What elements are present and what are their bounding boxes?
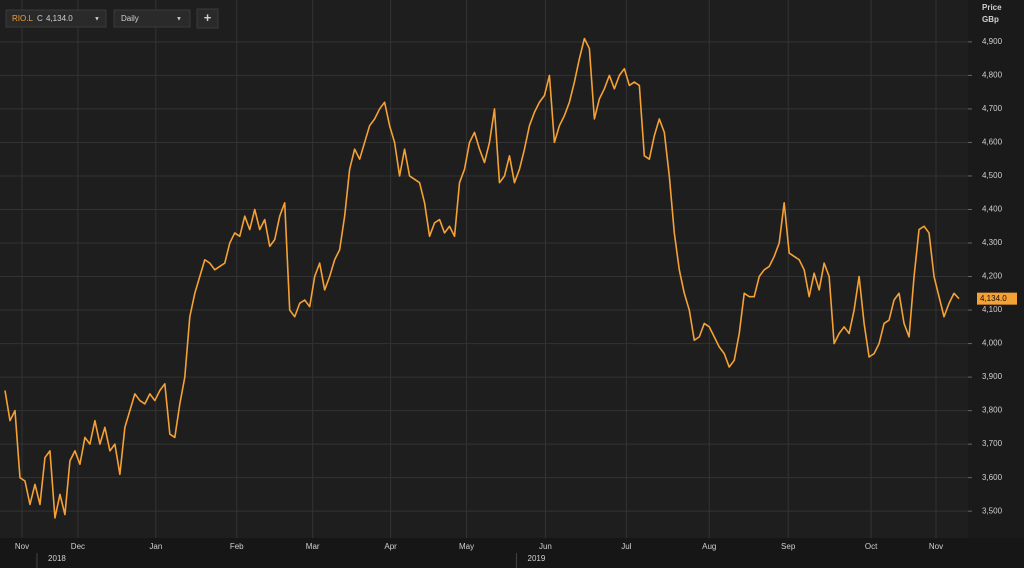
- x-tick-label: Jun: [539, 542, 552, 551]
- x-tick-label: Jan: [149, 542, 162, 551]
- interval: Daily: [121, 14, 139, 23]
- x-tick-label: May: [459, 542, 474, 551]
- y-tick-label: 3,700: [982, 439, 1003, 448]
- y-tick-label: 3,900: [982, 372, 1003, 381]
- y-axis-unit: GBp: [982, 15, 999, 24]
- price-line: [4, 37, 960, 519]
- y-tick-label: 3,500: [982, 506, 1003, 515]
- dropdown-arrow: ▼: [176, 17, 182, 23]
- add-label: +: [204, 10, 212, 25]
- y-tick-label: 4,800: [982, 71, 1003, 80]
- symbol-box[interactable]: [5, 9, 107, 28]
- x-tick-label: Oct: [865, 542, 878, 551]
- x-tick-label: Nov: [15, 542, 29, 551]
- x-tick-label: Dec: [71, 542, 85, 551]
- x-tick-label: Jul: [621, 542, 631, 551]
- dropdown-arrow: ▼: [94, 17, 100, 23]
- x-tick-label: Aug: [702, 542, 716, 551]
- y-tick-label: 4,600: [982, 138, 1003, 147]
- y-tick-label: 4,900: [982, 37, 1003, 46]
- y-tick-label: 4,700: [982, 104, 1003, 113]
- x-tick-label: Nov: [929, 542, 943, 551]
- y-axis-band: [968, 0, 1024, 538]
- y-tick-label: 4,100: [982, 305, 1003, 314]
- y-tick-label: 4,000: [982, 339, 1003, 348]
- interval-box[interactable]: [113, 9, 191, 28]
- y-axis-title: Price: [982, 3, 1002, 12]
- year-label: 2019: [528, 554, 546, 563]
- add-button[interactable]: [196, 8, 219, 29]
- plot-background: [0, 0, 968, 538]
- y-tick-label: 3,800: [982, 406, 1003, 415]
- last-price-label: 4,134.0: [980, 294, 1007, 303]
- y-tick-label: 4,500: [982, 171, 1003, 180]
- last-price-tag: [977, 292, 1017, 305]
- symbol: RIO.L: [12, 14, 33, 23]
- toolbar-price: 4,134.0: [46, 14, 73, 23]
- y-tick-label: 4,400: [982, 205, 1003, 214]
- year-label: 2018: [48, 554, 66, 563]
- x-tick-label: Feb: [230, 542, 244, 551]
- x-axis-band: [0, 538, 1024, 568]
- y-tick-label: 3,600: [982, 473, 1003, 482]
- y-tick-label: 4,200: [982, 272, 1003, 281]
- field: C: [37, 14, 43, 23]
- x-tick-label: Mar: [306, 542, 320, 551]
- x-tick-label: Sep: [781, 542, 796, 551]
- y-tick-label: 4,300: [982, 238, 1003, 247]
- x-tick-label: Apr: [384, 542, 397, 551]
